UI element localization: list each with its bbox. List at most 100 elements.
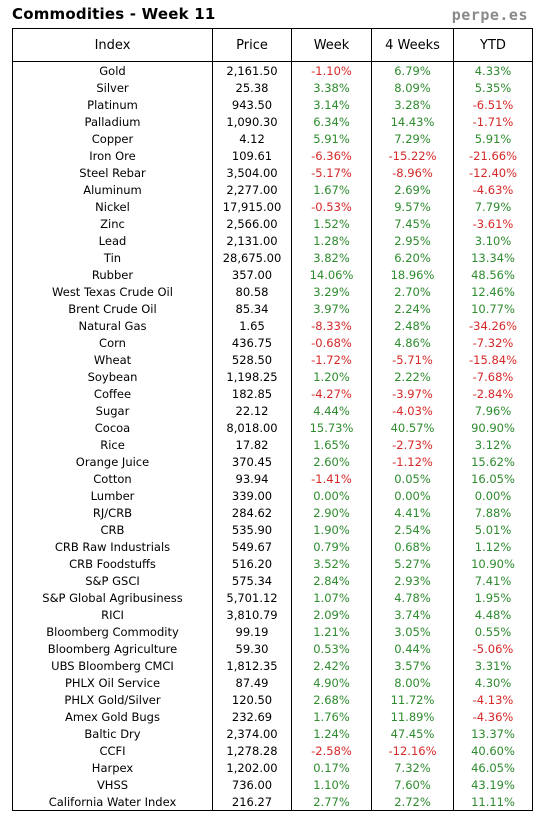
- price-cell: 99.19: [212, 623, 292, 640]
- price-cell: 22.12: [212, 402, 292, 419]
- ytd-change-cell: 12.46%: [453, 283, 533, 300]
- price-cell: 1.65: [212, 317, 292, 334]
- table-row: West Texas Crude Oil 80.58 3.29% 2.70% 12.46…: [12, 283, 533, 300]
- four-weeks-change-cell: -8.96%: [371, 164, 454, 181]
- price-cell: 1,202.00: [212, 759, 292, 776]
- table-row: Bloomberg Commodity 99.19 1.21% 3.05% 0.55%: [12, 623, 533, 640]
- index-cell: Sugar: [12, 402, 213, 419]
- four-weeks-change-cell: -2.73%: [371, 436, 454, 453]
- ytd-change-cell: 0.00%: [453, 487, 533, 504]
- price-cell: 4.12: [212, 130, 292, 147]
- index-cell: Lumber: [12, 487, 213, 504]
- table-row: Palladium 1,090.30 6.34% 14.43% -1.71%: [12, 113, 533, 130]
- table-row: Orange Juice 370.45 2.60% -1.12% 15.62%: [12, 453, 533, 470]
- four-weeks-change-cell: 7.29%: [371, 130, 454, 147]
- index-cell: Zinc: [12, 215, 213, 232]
- price-cell: 535.90: [212, 521, 292, 538]
- index-cell: Tin: [12, 249, 213, 266]
- index-cell: Copper: [12, 130, 213, 147]
- ytd-change-cell: 4.33%: [453, 61, 533, 79]
- brand-watermark: perpe.es: [451, 6, 528, 24]
- table-row: Rubber 357.00 14.06% 18.96% 48.56%: [12, 266, 533, 283]
- price-cell: 109.61: [212, 147, 292, 164]
- column-header-index: Index: [12, 28, 213, 62]
- ytd-change-cell: 10.90%: [453, 555, 533, 572]
- table-row: RJ/CRB 284.62 2.90% 4.41% 7.88%: [12, 504, 533, 521]
- week-change-cell: -1.72%: [291, 351, 372, 368]
- ytd-change-cell: 43.19%: [453, 776, 533, 793]
- four-weeks-change-cell: 9.57%: [371, 198, 454, 215]
- four-weeks-change-cell: -12.16%: [371, 742, 454, 759]
- four-weeks-change-cell: -15.22%: [371, 147, 454, 164]
- index-cell: Baltic Dry: [12, 725, 213, 742]
- price-cell: 575.34: [212, 572, 292, 589]
- ytd-change-cell: -4.36%: [453, 708, 533, 725]
- table-row: S&P GSCI 575.34 2.84% 2.93% 7.41%: [12, 572, 533, 589]
- price-cell: 1,090.30: [212, 113, 292, 130]
- week-change-cell: 2.77%: [291, 793, 372, 811]
- index-cell: CRB Foodstuffs: [12, 555, 213, 572]
- four-weeks-change-cell: 4.41%: [371, 504, 454, 521]
- index-cell: Soybean: [12, 368, 213, 385]
- ytd-change-cell: -6.51%: [453, 96, 533, 113]
- table-row: S&P Global Agribusiness 5,701.12 1.07% 4.78…: [12, 589, 533, 606]
- table-row: Zinc 2,566.00 1.52% 7.45% -3.61%: [12, 215, 533, 232]
- four-weeks-change-cell: 7.32%: [371, 759, 454, 776]
- week-change-cell: -0.68%: [291, 334, 372, 351]
- week-change-cell: 1.76%: [291, 708, 372, 725]
- price-cell: 2,131.00: [212, 232, 292, 249]
- ytd-change-cell: -21.66%: [453, 147, 533, 164]
- column-header-week: Week: [291, 28, 372, 62]
- four-weeks-change-cell: 7.45%: [371, 215, 454, 232]
- week-change-cell: 0.17%: [291, 759, 372, 776]
- table-row: Tin 28,675.00 3.82% 6.20% 13.34%: [12, 249, 533, 266]
- four-weeks-change-cell: 0.00%: [371, 487, 454, 504]
- week-change-cell: -1.41%: [291, 470, 372, 487]
- index-cell: Cotton: [12, 470, 213, 487]
- week-change-cell: 3.14%: [291, 96, 372, 113]
- price-cell: 436.75: [212, 334, 292, 351]
- index-cell: Harpex: [12, 759, 213, 776]
- four-weeks-change-cell: 0.44%: [371, 640, 454, 657]
- week-change-cell: 14.06%: [291, 266, 372, 283]
- week-change-cell: 0.79%: [291, 538, 372, 555]
- week-change-cell: 6.34%: [291, 113, 372, 130]
- column-header-4weeks: 4 Weeks: [371, 28, 454, 62]
- index-cell: Bloomberg Agriculture: [12, 640, 213, 657]
- ytd-change-cell: 10.77%: [453, 300, 533, 317]
- four-weeks-change-cell: 0.05%: [371, 470, 454, 487]
- ytd-change-cell: 4.30%: [453, 674, 533, 691]
- ytd-change-cell: -5.06%: [453, 640, 533, 657]
- week-change-cell: -2.58%: [291, 742, 372, 759]
- four-weeks-change-cell: 4.86%: [371, 334, 454, 351]
- week-change-cell: 4.90%: [291, 674, 372, 691]
- four-weeks-change-cell: 14.43%: [371, 113, 454, 130]
- four-weeks-change-cell: 2.70%: [371, 283, 454, 300]
- index-cell: Orange Juice: [12, 453, 213, 470]
- four-weeks-change-cell: 2.54%: [371, 521, 454, 538]
- table-row: UBS Bloomberg CMCI 1,812.35 2.42% 3.57% 3.31…: [12, 657, 533, 674]
- index-cell: Brent Crude Oil: [12, 300, 213, 317]
- table-row: Bloomberg Agriculture 59.30 0.53% 0.44% -5.0…: [12, 640, 533, 657]
- four-weeks-change-cell: 11.89%: [371, 708, 454, 725]
- index-cell: Natural Gas: [12, 317, 213, 334]
- price-cell: 284.62: [212, 504, 292, 521]
- table-row: Iron Ore 109.61 -6.36% -15.22% -21.66%: [12, 147, 533, 164]
- table-row: Gold 2,161.50 -1.10% 6.79% 4.33%: [12, 61, 533, 79]
- week-change-cell: 3.38%: [291, 79, 372, 96]
- table-row: Rice 17.82 1.65% -2.73% 3.12%: [12, 436, 533, 453]
- ytd-change-cell: 7.41%: [453, 572, 533, 589]
- index-cell: Rubber: [12, 266, 213, 283]
- four-weeks-change-cell: 11.72%: [371, 691, 454, 708]
- ytd-change-cell: 13.34%: [453, 249, 533, 266]
- price-cell: 736.00: [212, 776, 292, 793]
- table-row: Natural Gas 1.65 -8.33% 2.48% -34.26%: [12, 317, 533, 334]
- week-change-cell: 2.84%: [291, 572, 372, 589]
- table-row: CRB Raw Industrials 549.67 0.79% 0.68% 1.12%: [12, 538, 533, 555]
- price-cell: 85.34: [212, 300, 292, 317]
- index-cell: CRB Raw Industrials: [12, 538, 213, 555]
- index-cell: Iron Ore: [12, 147, 213, 164]
- price-cell: 516.20: [212, 555, 292, 572]
- week-change-cell: 3.52%: [291, 555, 372, 572]
- price-cell: 182.85: [212, 385, 292, 402]
